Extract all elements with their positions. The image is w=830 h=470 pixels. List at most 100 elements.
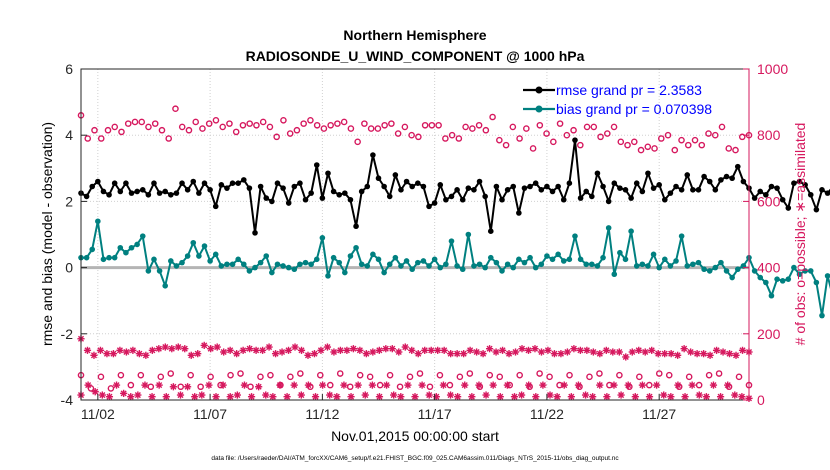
series-point xyxy=(224,185,230,191)
obs-possible (low)-marker xyxy=(586,373,593,381)
obs-possible-marker xyxy=(698,141,706,149)
series-point xyxy=(729,274,735,281)
obs-possible-marker xyxy=(664,131,672,139)
obs-assimilated-marker xyxy=(557,350,565,358)
obs-assimilated-marker xyxy=(200,341,208,349)
obs-assimilated (low)-marker xyxy=(105,393,114,401)
obs-possible (low)-marker xyxy=(486,371,494,379)
obs-possible-marker xyxy=(705,130,712,137)
obs-assimilated (low)-marker xyxy=(496,393,504,401)
obs-assimilated (low)-marker xyxy=(326,391,334,399)
obs-assimilated (low)-marker xyxy=(589,393,597,401)
obs-assimilated-marker xyxy=(375,346,383,354)
obs-assimilated-marker xyxy=(317,346,325,354)
obs-possible-marker xyxy=(97,135,105,142)
series-point xyxy=(437,264,444,271)
series-point xyxy=(420,183,427,190)
obs-assimilated (low)-marker xyxy=(262,391,270,399)
series-point xyxy=(342,269,348,276)
obs-possible (low)-marker xyxy=(735,373,743,381)
series-point xyxy=(583,261,590,268)
series-point xyxy=(263,253,270,259)
series-point xyxy=(184,187,191,193)
obs-possible (low)-marker xyxy=(267,371,274,379)
obs-possible-marker xyxy=(388,120,395,127)
series-point xyxy=(650,185,657,191)
series-point xyxy=(628,195,634,201)
obs-possible-marker xyxy=(637,146,645,154)
y-tick-label: 4 xyxy=(65,127,73,143)
series-point xyxy=(779,196,786,203)
series-point xyxy=(336,191,343,198)
series-point xyxy=(633,263,640,269)
obs-possible-marker xyxy=(604,130,611,137)
series-point xyxy=(824,190,830,196)
obs-assimilated-marker xyxy=(680,345,688,353)
series-point xyxy=(269,198,275,205)
series-point xyxy=(572,233,578,239)
series-point xyxy=(201,180,208,186)
series-point xyxy=(510,183,517,190)
obs-assimilated-marker xyxy=(278,348,286,356)
series-point xyxy=(386,193,393,200)
obs-assimilated (low)-marker xyxy=(517,391,526,399)
series-point xyxy=(544,183,550,190)
series-point xyxy=(415,259,421,266)
obs-assimilated (low)-marker xyxy=(183,383,192,391)
series-point xyxy=(443,196,449,203)
obs-possible-marker xyxy=(124,120,132,127)
obs-possible-marker xyxy=(671,146,679,154)
obs-possible-marker xyxy=(509,123,517,131)
series-point xyxy=(600,254,606,261)
obs-assimilated-marker xyxy=(103,350,111,358)
series-point xyxy=(128,190,135,196)
x-tick-label: 11/17 xyxy=(418,406,452,422)
obs-assimilated (low)-marker xyxy=(631,393,639,401)
y-tick-label: 6 xyxy=(65,61,73,77)
obs-assimilated-marker xyxy=(479,350,487,358)
series-point xyxy=(555,251,561,258)
obs-assimilated-marker xyxy=(330,348,338,356)
obs-possible-marker xyxy=(199,125,206,132)
series-point xyxy=(252,264,258,271)
obs-possible-marker xyxy=(496,136,503,144)
series-point xyxy=(633,180,640,186)
obs-assimilated (low)-marker xyxy=(724,381,732,389)
series-point xyxy=(370,152,376,158)
y-right-axis-label: # of obs: o=possible; ∗=assimilated xyxy=(792,123,808,346)
obs-possible (low)-marker xyxy=(247,383,254,391)
obs-assimilated-marker xyxy=(220,348,228,356)
obs-assimilated-marker xyxy=(511,348,520,356)
series-point xyxy=(516,210,522,216)
series-point xyxy=(504,187,511,193)
obs-assimilated-marker xyxy=(155,345,163,353)
series-point xyxy=(313,162,320,168)
obs-assimilated-marker xyxy=(589,348,597,356)
legend: rmse grand pr = 2.3583 bias grand pr = 0… xyxy=(523,82,712,117)
series-point xyxy=(274,180,281,186)
obs-possible-marker xyxy=(111,123,119,131)
series-point xyxy=(139,233,146,239)
obs-assimilated (low)-marker xyxy=(290,381,298,389)
series-point xyxy=(280,263,286,269)
obs-assimilated-marker xyxy=(427,346,435,354)
series-point xyxy=(656,182,662,188)
obs-possible (low)-marker xyxy=(107,385,115,392)
series-point xyxy=(751,268,758,274)
obs-possible (low)-marker xyxy=(436,371,444,379)
series-point xyxy=(471,263,477,269)
series-point xyxy=(712,264,719,271)
obs-assimilated-marker xyxy=(362,350,370,358)
series-point xyxy=(560,258,567,264)
series-point xyxy=(95,218,101,225)
series-point xyxy=(712,187,719,193)
obs-assimilated (low)-marker xyxy=(475,381,483,389)
series-point xyxy=(415,180,421,186)
series-point xyxy=(100,256,107,263)
obs-possible-marker xyxy=(455,135,463,142)
series-point xyxy=(510,264,517,271)
series-point xyxy=(353,223,359,230)
obs-assimilated (low)-marker xyxy=(461,381,469,389)
obs-possible-marker xyxy=(367,125,375,132)
obs-assimilated-marker xyxy=(641,348,649,356)
